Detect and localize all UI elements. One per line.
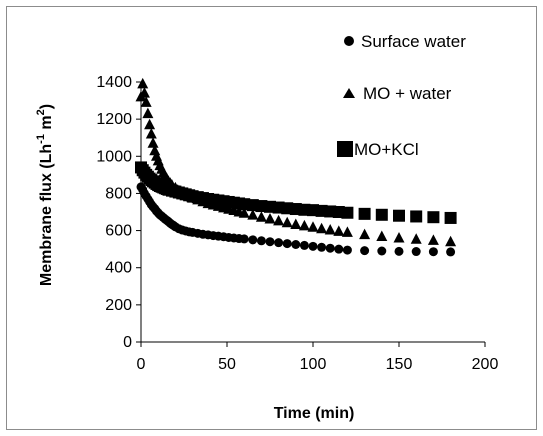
y-tick-label: 1400: [96, 74, 132, 91]
data-point-triangle: [281, 216, 293, 228]
y-tick-label: 1000: [96, 148, 132, 165]
data-point-circle: [299, 240, 309, 250]
y-axis-title-end: ): [38, 104, 55, 109]
data-point-triangle: [341, 226, 353, 237]
x-tick-label: 200: [472, 356, 499, 373]
data-point-triangle: [376, 230, 388, 242]
x-axis-title: Time (min): [274, 405, 355, 422]
data-point-square: [246, 199, 259, 212]
y-axis-title-sup2: 2: [35, 109, 47, 115]
chart-frame: 0 200 400 600 800 1000 1200 1400 0 50 100 150 200 T…: [6, 6, 537, 430]
data-point-circle: [239, 234, 249, 244]
data-point-triangle: [255, 211, 267, 222]
y-axis-title-mid: m: [38, 115, 55, 134]
legend-marker-square: [337, 141, 353, 157]
data-point-square: [341, 206, 354, 219]
data-point-square: [427, 211, 440, 224]
data-point-circle: [291, 240, 301, 249]
legend-label-mo-water: MO + water: [363, 84, 452, 103]
data-point-triangle: [137, 77, 149, 89]
data-point-circle: [394, 246, 404, 256]
data-point-triangle: [145, 128, 157, 139]
data-point-triangle: [247, 209, 259, 220]
legend-marker-triangle: [343, 88, 355, 98]
x-tick-label: 50: [218, 356, 236, 373]
data-point-triangle: [393, 232, 405, 243]
data-point-circle: [342, 245, 352, 255]
data-point-triangle: [359, 228, 371, 240]
data-point-circle: [325, 243, 335, 253]
x-tick-label: 0: [137, 356, 146, 373]
data-point-triangle: [142, 107, 154, 119]
data-point-square: [393, 209, 405, 222]
legend: Surface water MO + water MO+KCl: [337, 32, 466, 159]
data-point-circle: [274, 238, 284, 248]
data-point-triangle: [427, 234, 439, 245]
data-point-triangle: [298, 219, 310, 231]
data-point-triangle: [138, 87, 150, 98]
legend-item-surface-water: Surface water: [344, 32, 466, 51]
y-axis-title-sup1: -1: [35, 134, 47, 144]
data-point-triangle: [324, 224, 336, 235]
y-tick-label: 600: [105, 223, 132, 240]
flux-chart: 0 200 400 600 800 1000 1200 1400 0 50 100 150 200 T…: [35, 32, 499, 422]
x-tick-label: 100: [300, 356, 327, 373]
data-point-triangle: [333, 225, 345, 236]
data-point-circle: [411, 247, 421, 257]
data-point-triangle: [238, 207, 250, 218]
data-point-triangle: [410, 233, 422, 244]
legend-marker-circle: [344, 36, 354, 46]
data-point-circle: [377, 246, 387, 256]
data-point-triangle: [273, 214, 285, 226]
data-point-circle: [446, 247, 456, 257]
x-axis-ticks: 0 50 100 150 200: [137, 342, 499, 373]
y-axis-ticks: 0 200 400 600 800 1000 1200 1400: [96, 74, 141, 351]
data-point-triangle: [144, 118, 156, 130]
data-point-square: [410, 210, 423, 223]
data-point-circle: [265, 237, 275, 247]
data-points: [135, 77, 457, 257]
data-point-circle: [317, 242, 327, 252]
y-tick-label: 1200: [96, 111, 132, 128]
y-tick-label: 200: [105, 297, 132, 314]
x-tick-label: 150: [386, 356, 413, 373]
legend-label-mo-kcl: MO+KCl: [354, 140, 419, 159]
data-point-triangle: [147, 137, 159, 148]
data-point-triangle: [290, 218, 302, 229]
data-point-circle: [428, 247, 438, 257]
data-point-triangle: [445, 235, 457, 247]
y-tick-label: 400: [105, 260, 132, 277]
y-tick-label: 0: [123, 334, 132, 351]
data-point-circle: [308, 241, 318, 251]
data-point-circle: [282, 239, 292, 249]
data-point-square: [375, 208, 388, 221]
data-point-triangle: [307, 221, 319, 232]
data-point-triangle: [140, 96, 152, 107]
legend-item-mo-water: MO + water: [343, 84, 452, 103]
y-axis-title-main: Membrane flux (Lh: [38, 144, 55, 286]
y-tick-label: 800: [105, 185, 132, 202]
data-point-circle: [248, 235, 258, 245]
data-point-triangle: [264, 213, 276, 224]
data-point-square: [358, 207, 371, 220]
data-point-circle: [334, 244, 344, 254]
data-point-triangle: [316, 222, 328, 234]
data-point-circle: [256, 236, 266, 246]
y-axis-title: Membrane flux (Lh-1 m2): [35, 104, 55, 286]
data-point-square: [444, 211, 457, 224]
legend-item-mo-kcl: MO+KCl: [337, 140, 419, 159]
data-point-circle: [360, 246, 370, 256]
legend-label-surface-water: Surface water: [361, 32, 466, 51]
